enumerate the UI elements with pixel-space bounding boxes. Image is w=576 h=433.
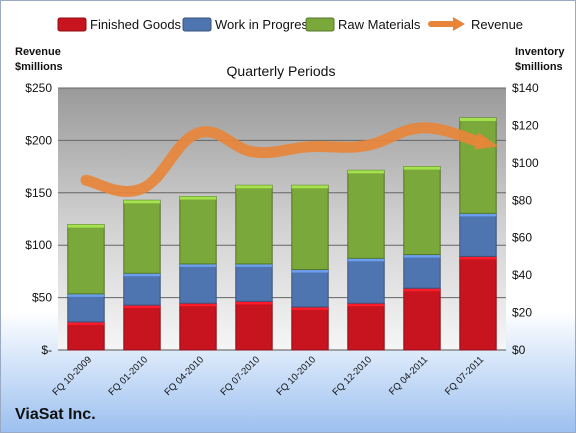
bar-segment-highlight <box>347 258 385 262</box>
bar-segment <box>179 196 217 265</box>
left-axis-title-line1: Revenue <box>15 46 61 58</box>
bar-segment <box>235 184 273 265</box>
bar-segment-highlight <box>403 254 441 258</box>
bar-segment <box>459 212 497 257</box>
legend: Finished Goods Work in Progress Raw Materi… <box>57 17 523 32</box>
bar-segment <box>347 257 385 304</box>
x-tick-label: FQ 01-2010 <box>106 354 150 398</box>
bar-segment <box>235 263 273 302</box>
bar-segment-highlight <box>179 303 217 307</box>
left-tick-label: $200 <box>25 133 52 147</box>
bar-segment-highlight <box>67 293 105 297</box>
bar-segment <box>123 199 161 274</box>
legend-arrow-revenue <box>453 17 465 31</box>
bar-segment-highlight <box>291 269 329 273</box>
x-tick-label: FQ 07-2010 <box>218 354 262 398</box>
right-tick-label: $0 <box>512 343 526 357</box>
bar-segment <box>67 321 105 351</box>
bar-segment <box>123 272 161 306</box>
bar-segment-highlight <box>235 185 273 189</box>
bar-segment-highlight <box>67 321 105 325</box>
right-tick-label: $120 <box>512 118 539 132</box>
bar-segment <box>67 224 105 295</box>
x-tick-label: FQ 10-2010 <box>274 354 318 398</box>
left-tick-label: $150 <box>25 186 52 200</box>
right-axis-title-line2: $millions <box>515 61 563 73</box>
x-tick-label: FQ 12-2010 <box>330 354 374 398</box>
right-tick-label: $140 <box>512 81 539 95</box>
chart-title: Quarterly Periods <box>227 63 336 79</box>
bar-segment-highlight <box>459 256 497 260</box>
legend-label: Revenue <box>471 17 523 32</box>
bar-segment-highlight <box>291 185 329 189</box>
bar-segment <box>235 300 273 351</box>
x-tick-label: FQ 04-2010 <box>162 354 206 398</box>
right-tick-label: $20 <box>512 306 532 320</box>
x-tick-label: FQ 07-2011 <box>443 354 486 397</box>
revenue-line-layer <box>80 122 499 198</box>
bar-segment-highlight <box>347 170 385 174</box>
left-axis-ticks: $- $50 $100 $150 $200 $250 <box>25 81 52 357</box>
left-axis-title-line2: $millions <box>15 61 63 73</box>
bar-segment-highlight <box>235 263 273 267</box>
right-tick-label: $80 <box>512 193 532 207</box>
bar-segment <box>291 269 329 308</box>
bar-segment <box>291 306 329 351</box>
right-tick-label: $60 <box>512 231 532 245</box>
bar-segment <box>67 293 105 323</box>
revenue-arrowhead <box>474 132 499 150</box>
legend-swatch <box>182 17 212 32</box>
bar-segment-highlight <box>235 301 273 305</box>
x-tick-label: FQ 10-2009 <box>50 354 94 398</box>
company-name: ViaSat Inc. <box>15 406 96 423</box>
x-tick-label: FQ 04-2011 <box>387 354 430 397</box>
bar-segment-highlight <box>347 303 385 307</box>
bar-segment-highlight <box>179 263 217 267</box>
bars <box>67 117 497 351</box>
bar-segment <box>403 287 441 351</box>
revenue-line <box>80 122 484 198</box>
legend-label: Finished Goods <box>90 17 182 32</box>
legend-swatch <box>57 17 87 32</box>
bar-segment <box>179 302 217 351</box>
bar-segment-highlight <box>459 117 497 121</box>
legend-label: Raw Materials <box>338 17 421 32</box>
bar-segment-highlight <box>291 306 329 310</box>
left-tick-label: $250 <box>25 81 52 95</box>
legend-label: Work in Progress <box>215 17 315 32</box>
right-tick-label: $40 <box>512 268 532 282</box>
bar-segment-highlight <box>67 224 105 228</box>
bar-segment <box>459 255 497 351</box>
x-axis-ticks: FQ 10-2009 FQ 01-2010 FQ 04-2010 FQ 07-2010… <box>50 354 486 398</box>
bar-segment-highlight <box>123 200 161 204</box>
left-tick-label: $100 <box>25 238 52 252</box>
right-axis-title-line1: Inventory <box>515 46 565 58</box>
bar-segment <box>179 263 217 304</box>
right-tick-label: $100 <box>512 156 539 170</box>
bar-segment <box>347 302 385 351</box>
bar-segment-highlight <box>123 305 161 309</box>
bar-segment-highlight <box>179 196 217 200</box>
bar-segment-highlight <box>403 288 441 292</box>
left-tick-label: $50 <box>32 291 52 305</box>
bar-segment <box>123 304 161 351</box>
bar-segment-highlight <box>459 213 497 217</box>
left-tick-label: $- <box>41 343 52 357</box>
right-axis-ticks: $0 $20 $40 $60 $80 $100 $120 $140 <box>512 81 539 357</box>
legend-swatch <box>305 17 335 32</box>
bar-segment <box>403 166 441 256</box>
bar-segment <box>347 169 385 259</box>
bar-segment <box>403 254 441 289</box>
bar-segment <box>291 184 329 271</box>
bar-segment-highlight <box>403 166 441 170</box>
bar-segment-highlight <box>123 273 161 277</box>
